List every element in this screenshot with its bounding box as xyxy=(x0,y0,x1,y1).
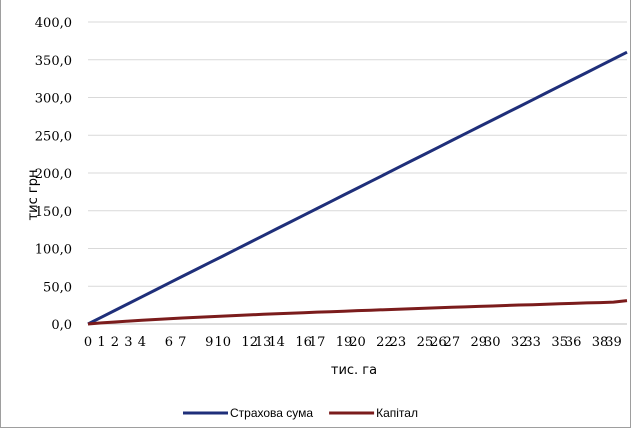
x-tick-label: 23 xyxy=(390,335,407,350)
series-lines xyxy=(87,50,628,326)
x-tick-label: 29 xyxy=(471,335,488,350)
series-line xyxy=(87,299,628,326)
x-tick-label: 33 xyxy=(524,335,541,350)
x-tick-label: 4 xyxy=(138,335,146,350)
legend-label: Страхова сума xyxy=(230,406,313,420)
x-tick-label: 16 xyxy=(295,335,312,350)
x-tick-label: 20 xyxy=(349,335,366,350)
x-tick-label: 1 xyxy=(97,335,105,350)
x-tick-label: 30 xyxy=(484,335,501,350)
x-tick-label: 26 xyxy=(430,335,447,350)
x-tick-label: 35 xyxy=(551,335,568,350)
x-tick-label: 6 xyxy=(165,335,173,350)
x-tick-label: 12 xyxy=(241,335,258,350)
x-tick-label: 22 xyxy=(376,335,393,350)
x-tick-label: 38 xyxy=(592,335,609,350)
legend: Страхова сума Капітал xyxy=(183,406,418,420)
x-tick-label: 19 xyxy=(336,335,353,350)
series-line xyxy=(87,50,628,326)
x-tick-label: 39 xyxy=(605,335,622,350)
y-axis-ticks: 0,0 50,0 100,0 150,0 200,0 250,0 300,0 350,0 400… xyxy=(35,16,72,333)
x-axis-title: тис. га xyxy=(331,363,377,378)
x-tick-label: 14 xyxy=(268,335,285,350)
x-tick-label: 7 xyxy=(178,335,186,350)
y-tick-label: 50,0 xyxy=(43,280,72,295)
y-axis-title: тис грн xyxy=(26,170,41,221)
y-tick-label: 200,0 xyxy=(35,167,72,182)
x-tick-label: 9 xyxy=(205,335,213,350)
x-tick-label: 36 xyxy=(565,335,582,350)
y-tick-label: 350,0 xyxy=(35,54,72,69)
y-tick-label: 100,0 xyxy=(35,243,72,258)
x-tick-label: 25 xyxy=(417,335,434,350)
x-tick-label: 10 xyxy=(214,335,231,350)
y-tick-label: 250,0 xyxy=(35,129,72,144)
y-tick-label: 0,0 xyxy=(51,318,72,333)
y-tick-label: 300,0 xyxy=(35,92,72,107)
x-tick-label: 17 xyxy=(309,335,326,350)
x-tick-label: 13 xyxy=(255,335,272,350)
x-tick-label: 27 xyxy=(444,335,461,350)
x-tick-label: 2 xyxy=(111,335,119,350)
x-tick-label: 0 xyxy=(84,335,92,350)
y-tick-label: 150,0 xyxy=(35,205,72,220)
y-tick-label: 400,0 xyxy=(35,16,72,31)
legend-label: Капітал xyxy=(376,406,418,420)
x-tick-label: 3 xyxy=(124,335,132,350)
gridlines xyxy=(88,21,627,325)
x-tick-label: 32 xyxy=(511,335,528,350)
